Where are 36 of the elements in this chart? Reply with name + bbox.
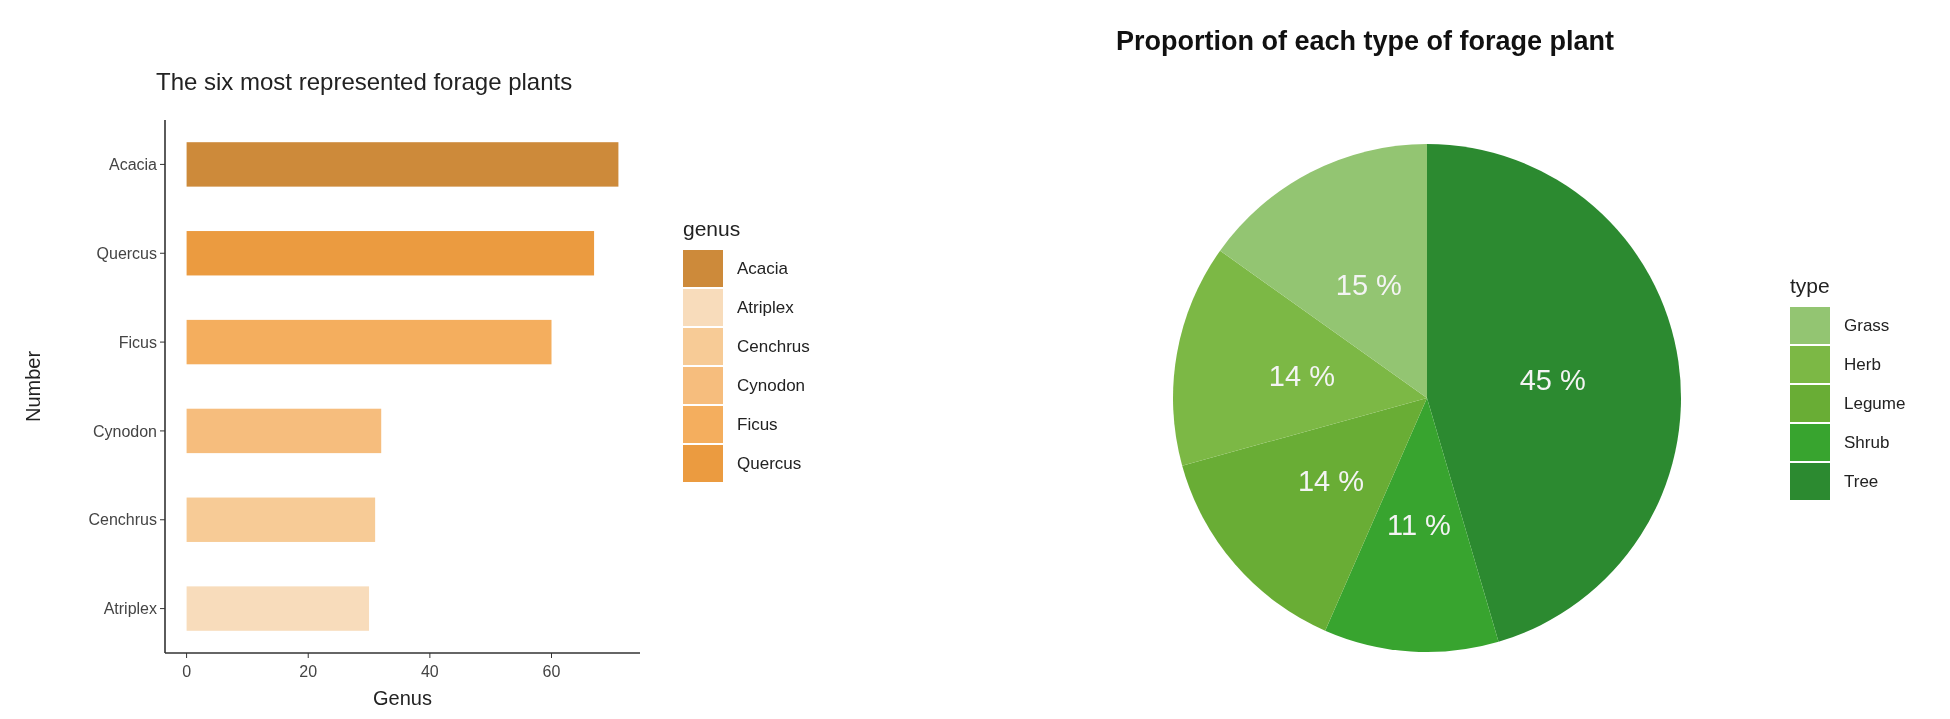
pie-slice: [1220, 144, 1427, 398]
pie-slice: [1173, 250, 1427, 466]
x-axis-title: Genus: [373, 687, 432, 709]
y-tick-label: Cynodon: [92, 422, 157, 440]
legend-title: genus: [683, 217, 741, 240]
data-label: 45 %: [1519, 364, 1586, 397]
legend-label: Grass: [1844, 316, 1890, 335]
legend-label: Tree: [1844, 472, 1879, 491]
legend-label: Shrub: [1844, 433, 1890, 452]
legend-label: Cenchrus: [737, 337, 810, 356]
legend-label: Cynodon: [737, 376, 806, 395]
legend-label: Acacia: [737, 259, 789, 278]
pie-slice: [1182, 398, 1427, 631]
legend-label: Herb: [1844, 355, 1881, 374]
y-tick-label: Atriplex: [103, 600, 157, 618]
y-tick-label: Cenchrus: [88, 511, 157, 529]
chart-title: The six most represented forage plants: [156, 68, 573, 95]
data-label: 11 %: [1386, 508, 1451, 541]
legend-label: Quercus: [737, 454, 802, 473]
y-tick-label: Quercus: [96, 244, 157, 262]
legend-label: Legume: [1844, 394, 1906, 413]
y-axis-title: Number: [22, 350, 44, 423]
x-tick-label: 60: [542, 663, 561, 680]
chart-title: Proportion of each type of forage plant: [1116, 26, 1615, 56]
legend-label: Atriplex: [737, 298, 795, 317]
legend-title: type: [1790, 274, 1830, 297]
y-tick-label: Acacia: [108, 156, 158, 174]
data-label: 14 %: [1297, 465, 1365, 498]
data-label: 14 %: [1268, 360, 1335, 393]
x-tick-label: 20: [299, 663, 318, 680]
data-label: 15 %: [1335, 269, 1402, 302]
x-tick-label: 0: [182, 663, 192, 680]
legend-label: Ficus: [737, 415, 778, 434]
y-tick-label: Ficus: [118, 333, 157, 351]
pie-slice: [1427, 144, 1681, 642]
x-tick-label: 40: [420, 663, 439, 680]
